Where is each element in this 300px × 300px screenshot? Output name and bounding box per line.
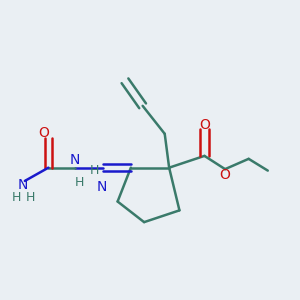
Text: N: N	[18, 178, 28, 192]
Text: O: O	[220, 168, 230, 182]
Text: O: O	[38, 126, 49, 140]
Text: H: H	[26, 191, 35, 204]
Text: H: H	[75, 176, 84, 189]
Text: N: N	[70, 153, 80, 167]
Text: O: O	[199, 118, 210, 132]
Text: H: H	[11, 191, 21, 204]
Text: N: N	[97, 180, 107, 194]
Text: H: H	[90, 164, 99, 176]
